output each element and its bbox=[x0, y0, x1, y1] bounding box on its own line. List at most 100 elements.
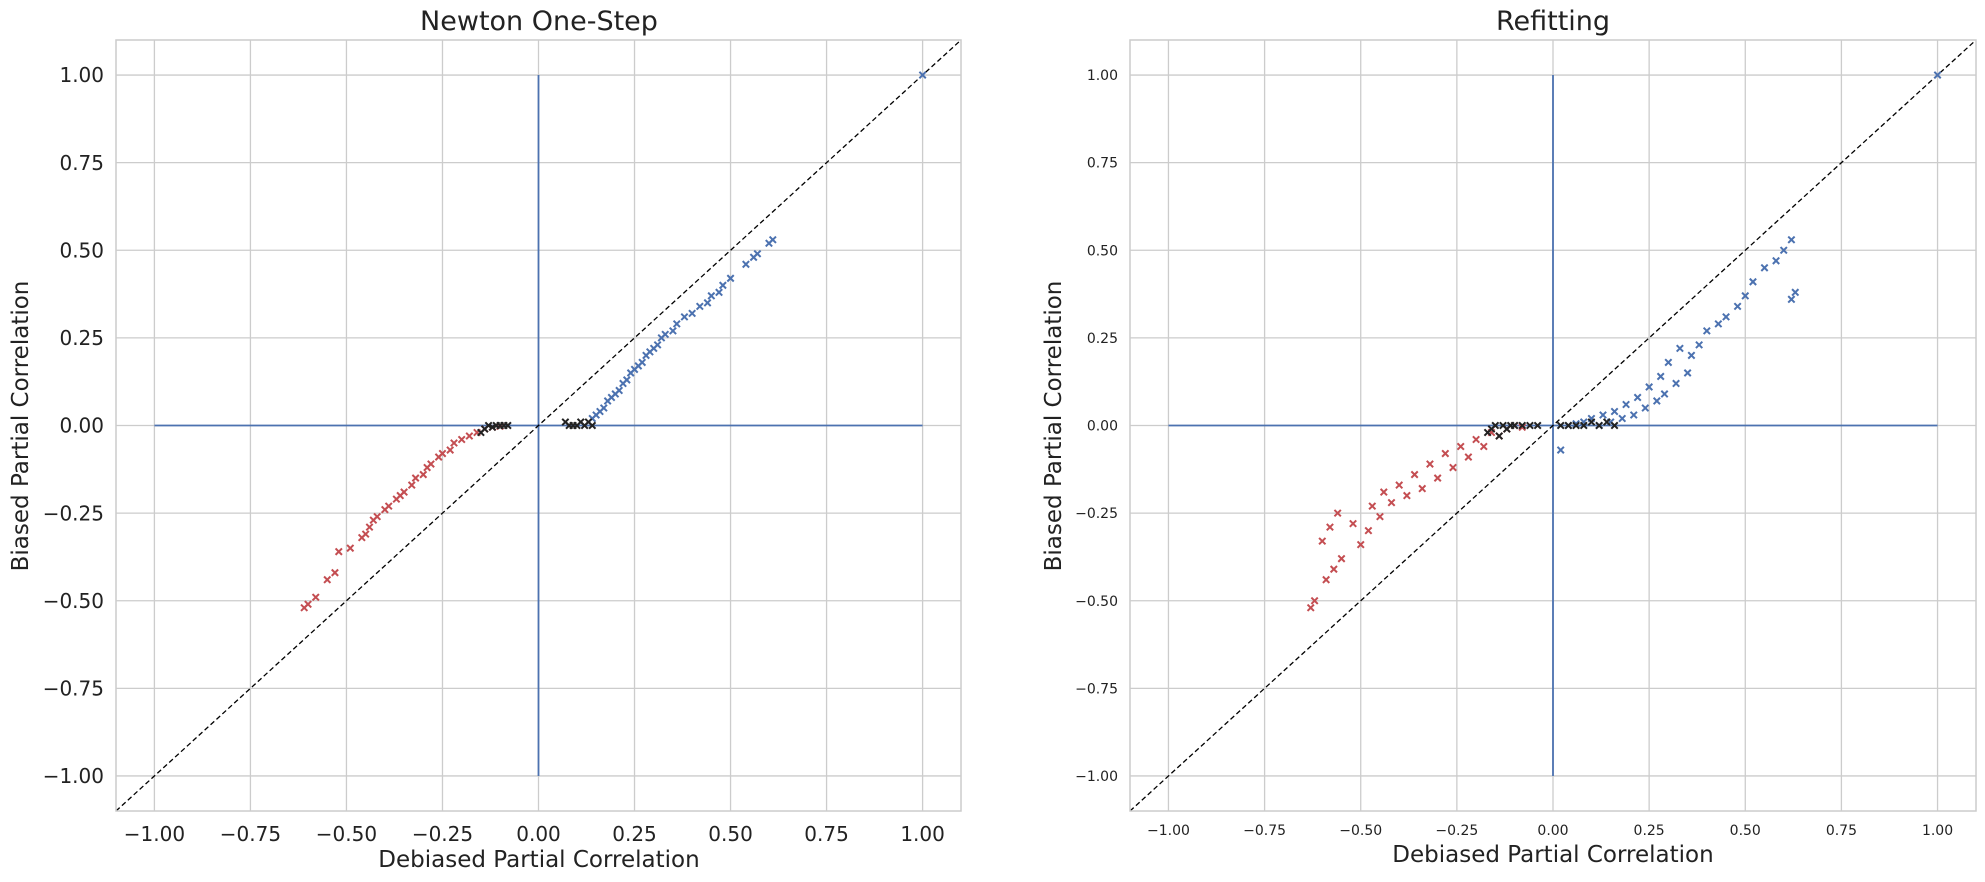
scatter-point bbox=[718, 281, 727, 290]
y-tick-label: −0.50 bbox=[1075, 594, 1118, 610]
scatter-point bbox=[1622, 400, 1630, 409]
scatter-point bbox=[1364, 526, 1373, 535]
scatter-point bbox=[765, 239, 773, 248]
x-tick-label: 1.00 bbox=[1922, 823, 1953, 839]
scatter-point bbox=[1326, 523, 1334, 532]
scatter-point bbox=[1672, 379, 1680, 388]
scatter-point bbox=[1645, 383, 1654, 391]
y-tick-label: 0.00 bbox=[1087, 419, 1118, 435]
scatter-point bbox=[1376, 512, 1384, 521]
y-tick-label: 0.00 bbox=[59, 414, 104, 438]
scatter-point bbox=[1602, 418, 1611, 426]
scatter-point bbox=[680, 312, 689, 321]
scatter-point bbox=[1329, 565, 1338, 574]
scatter-point bbox=[361, 530, 370, 539]
plot-frame bbox=[115, 39, 962, 812]
scatter-point bbox=[619, 379, 627, 388]
chart-panel-newton-one-step: −1.00 −0.75 −0.50 −0.25 0.00 0.25 0.50 0.75 1.00… bbox=[8, 6, 962, 873]
scatter-point bbox=[457, 435, 466, 444]
scatter-point bbox=[1702, 326, 1711, 335]
scatter-point bbox=[1610, 421, 1619, 430]
y-tick-label: 0.75 bbox=[59, 151, 104, 175]
scatter-point bbox=[1787, 295, 1796, 304]
scatter-point bbox=[626, 369, 635, 377]
y-axis-label: Biased Partial Correlation bbox=[1041, 281, 1067, 572]
scatter-point bbox=[400, 488, 408, 496]
scatter-point bbox=[1556, 421, 1565, 430]
x-tick-label: 0.25 bbox=[612, 822, 657, 846]
scatter-point bbox=[1587, 418, 1596, 426]
y-tick-label: −0.50 bbox=[43, 589, 104, 613]
x-axis-label: Debiased Partial Correlation bbox=[378, 847, 699, 873]
scatter-point bbox=[1564, 421, 1573, 430]
scatter-point bbox=[1772, 256, 1780, 265]
scatter-point bbox=[1664, 358, 1673, 367]
scatter-point bbox=[1433, 474, 1442, 482]
scatter-point bbox=[1495, 432, 1504, 440]
scatter-point bbox=[503, 421, 512, 430]
scatter-point bbox=[669, 326, 677, 335]
scatter-point bbox=[1395, 481, 1404, 489]
scatter-point bbox=[1791, 288, 1800, 297]
scatter-point bbox=[365, 523, 374, 532]
scatter-point bbox=[1464, 453, 1473, 461]
scatter-point bbox=[1533, 421, 1542, 430]
scatter-point bbox=[373, 512, 382, 521]
y-axis-label: Biased Partial Correlation bbox=[8, 281, 34, 572]
scatter-point bbox=[1733, 302, 1742, 311]
scatter-point bbox=[603, 397, 612, 405]
scatter-point bbox=[688, 309, 697, 318]
scatter-point bbox=[1526, 421, 1534, 430]
scatter-point bbox=[1687, 351, 1696, 360]
chart-title: Newton One-Step bbox=[420, 6, 658, 37]
scatter-point bbox=[1426, 460, 1434, 468]
scatter-point bbox=[657, 333, 666, 342]
scatter-series bbox=[588, 71, 927, 423]
scatter-series bbox=[1556, 71, 1942, 454]
scatter-point bbox=[1518, 423, 1527, 432]
x-axis-label: Debiased Partial Correlation bbox=[1392, 842, 1713, 868]
scatter-point bbox=[1306, 603, 1315, 612]
x-tick-label: −0.75 bbox=[1243, 823, 1286, 839]
scatter-point bbox=[1356, 540, 1365, 549]
scatter-point bbox=[703, 298, 712, 307]
scatter-point bbox=[1656, 372, 1665, 381]
scatter-point bbox=[1641, 404, 1650, 412]
y-tick-label: 0.25 bbox=[59, 326, 104, 350]
scatter-point bbox=[1695, 340, 1704, 349]
scatter-point bbox=[346, 544, 355, 553]
scatter-point bbox=[642, 351, 650, 360]
scatter-point bbox=[384, 502, 393, 511]
plot-frame bbox=[1129, 39, 1977, 812]
x-tick-label: −0.50 bbox=[316, 822, 377, 846]
scatter-point bbox=[411, 474, 420, 482]
y-tick-label: 0.50 bbox=[59, 238, 104, 262]
scatter-series bbox=[300, 422, 504, 612]
x-tick-label: 0.25 bbox=[1634, 823, 1665, 839]
scatter-point bbox=[1556, 446, 1565, 454]
scatter-point bbox=[446, 446, 455, 454]
scatter-point bbox=[311, 593, 320, 602]
scatter-point bbox=[1337, 554, 1346, 563]
scatter-point bbox=[1741, 291, 1750, 300]
scatter-point bbox=[1652, 397, 1661, 405]
chart-panel-refitting: −1.00 −0.75 −0.50 −0.25 0.00 0.25 0.50 0.75 1.00… bbox=[1041, 6, 1977, 868]
scatter-point bbox=[1318, 537, 1327, 546]
scatter-point bbox=[1333, 509, 1342, 518]
scatter-point bbox=[1629, 411, 1638, 419]
scatter-point bbox=[1722, 312, 1730, 321]
chart-title: Refitting bbox=[1496, 6, 1610, 37]
y-tick-label: −1.00 bbox=[1075, 769, 1118, 785]
scatter-point bbox=[1572, 421, 1580, 430]
scatter-point bbox=[1683, 369, 1692, 377]
scatter-point bbox=[1456, 442, 1465, 451]
scatter-point bbox=[1660, 390, 1669, 398]
x-tick-label: 1.00 bbox=[900, 822, 945, 846]
scatter-point bbox=[1779, 246, 1788, 255]
x-tick-label: 0.75 bbox=[804, 822, 849, 846]
scatter-point bbox=[1379, 488, 1388, 496]
scatter-point bbox=[1595, 421, 1604, 430]
scatter-point bbox=[304, 600, 312, 609]
x-tick-label: 0.00 bbox=[516, 822, 561, 846]
